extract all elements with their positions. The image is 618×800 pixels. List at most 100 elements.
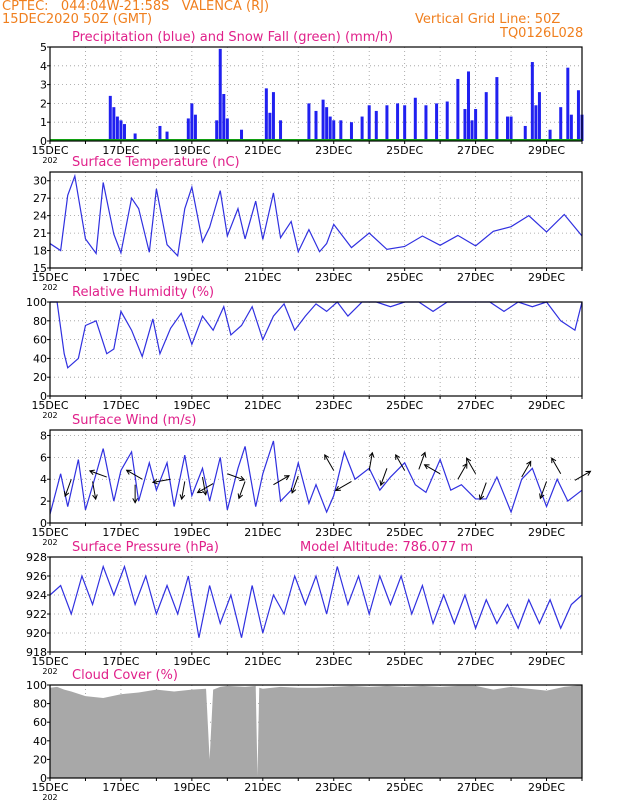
rh-xtick-label: 21DEC — [244, 399, 281, 412]
temp-ytick-label: 30 — [33, 175, 47, 188]
wind-arrow — [380, 468, 388, 486]
precip-bar — [264, 88, 268, 141]
pressure-xtick-label: 21DEC — [244, 655, 281, 668]
precip-bar — [119, 120, 123, 141]
wind-arrow — [466, 457, 477, 475]
wind-arrow — [291, 475, 299, 494]
precip-xtick-label: 27DEC — [457, 144, 494, 157]
temp-ytick-label: 21 — [33, 227, 47, 240]
wind-arrow-head — [585, 470, 592, 476]
wind-arrow — [539, 481, 548, 499]
wind-arrow-head — [368, 451, 375, 458]
temp-xtick-year: 202 — [42, 283, 57, 292]
precip-bar — [367, 105, 371, 141]
wind-title: Surface Wind (m/s) — [72, 413, 196, 428]
precip-bar — [566, 67, 570, 141]
pressure-series-line — [49, 564, 583, 638]
wind-arrow-head — [420, 451, 427, 458]
temp-xtick-label: 27DEC — [457, 271, 494, 284]
precip-bar — [332, 120, 336, 141]
precip-bar — [190, 103, 194, 141]
cloud-ytick-label: 80 — [33, 698, 47, 711]
precip-bar — [559, 107, 563, 141]
wind-arrow-head — [324, 453, 330, 460]
precip-bar — [506, 116, 510, 141]
precip-bar — [165, 131, 169, 141]
pressure-xtick-label: 25DEC — [386, 655, 423, 668]
pressure-title: Surface Pressure (hPa) — [72, 540, 219, 555]
precip-bar — [530, 62, 534, 141]
precip-ytick-label: 2 — [40, 97, 47, 110]
precip-bar — [537, 92, 541, 141]
wind-arrow-head — [196, 488, 203, 494]
wind-arrow — [92, 481, 97, 500]
wind-arrow — [521, 461, 532, 478]
wind-arrow-head — [63, 491, 70, 498]
wind-arrow-head — [284, 475, 290, 481]
wind-arrow — [574, 470, 591, 481]
rh-ytick-label: 0 — [40, 390, 47, 403]
wind-xtick-label: 23DEC — [315, 526, 352, 539]
precip-bar — [215, 120, 219, 141]
wind-xtick-label: 25DEC — [386, 526, 423, 539]
cloud-title: Cloud Cover (%) — [72, 668, 178, 683]
precip-bar — [569, 114, 573, 141]
precip-bar — [360, 116, 364, 141]
wind-arrow-head — [237, 493, 243, 500]
precip-bar — [509, 116, 513, 141]
wind-arrow — [89, 470, 107, 478]
precip-bar — [328, 116, 332, 141]
cloud-ytick-label: 60 — [33, 716, 47, 729]
wind-arrow — [273, 475, 290, 486]
precip-bar — [385, 105, 389, 141]
wind-xtick-label: 17DEC — [102, 526, 139, 539]
wind-arrow-head — [334, 485, 341, 491]
wind-arrow-head — [202, 489, 208, 496]
precip-bar — [225, 118, 229, 141]
precip-xtick-label: 17DEC — [102, 144, 139, 157]
pressure-ytick-label: 928 — [26, 551, 47, 564]
precip-xtick-label: 21DEC — [244, 144, 281, 157]
pressure-ytick-label: 924 — [26, 589, 47, 602]
wind-arrow — [551, 457, 562, 475]
temp-xtick-label: 15DEC — [31, 271, 68, 284]
wind-xtick-label: 15DEC — [31, 526, 68, 539]
temp-xtick-label: 23DEC — [315, 271, 352, 284]
rh-ytick-label: 20 — [33, 371, 47, 384]
temp-ytick-label: 24 — [33, 210, 47, 223]
wind-arrow-head — [290, 487, 297, 494]
precip-bar — [325, 107, 329, 141]
rh-xtick-label: 15DEC — [31, 399, 68, 412]
temp-xtick-label: 25DEC — [386, 271, 423, 284]
precip-bar — [222, 94, 226, 141]
precip-xtick-label: 25DEC — [386, 144, 423, 157]
wind-arrow-head — [423, 464, 430, 470]
precip-bar — [271, 92, 275, 141]
pressure-xtick-label: 17DEC — [102, 655, 139, 668]
precip-bar — [456, 78, 460, 141]
cloud-xtick-label: 27DEC — [457, 781, 494, 794]
temp-ytick-label: 15 — [33, 262, 47, 275]
wind-xtick-label: 21DEC — [244, 526, 281, 539]
precip-bar — [445, 101, 449, 141]
precip-bar — [122, 124, 126, 141]
precip-bar — [218, 48, 222, 141]
rh-ytick-label: 40 — [33, 352, 47, 365]
wind-arrow — [457, 463, 468, 480]
wind-arrow — [227, 473, 245, 481]
wind-arrow — [197, 483, 214, 494]
cloud-xtick-label: 29DEC — [528, 781, 565, 794]
cloud-cover-area — [50, 685, 582, 778]
precip-bar — [307, 103, 311, 141]
wind-arrow-head — [551, 457, 557, 464]
precip-xtick-label: 15DEC — [31, 144, 68, 157]
rh-xtick-label: 25DEC — [386, 399, 423, 412]
pressure-ytick-label: 920 — [26, 627, 47, 640]
rh-xtick-label: 17DEC — [102, 399, 139, 412]
precip-bar — [576, 90, 580, 141]
precip-bar — [413, 97, 417, 141]
wind-arrow — [324, 454, 335, 471]
temp-xtick-label: 21DEC — [244, 271, 281, 284]
